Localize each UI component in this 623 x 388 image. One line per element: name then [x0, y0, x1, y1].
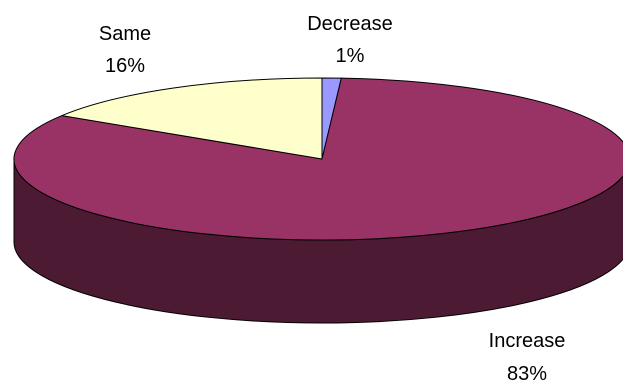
pie-slice-same: [61, 77, 323, 160]
pie-slice-increase: [13, 77, 623, 241]
slice-label-decrease-name: Decrease: [307, 13, 393, 35]
slice-label-increase: Increase 83%: [489, 330, 566, 385]
pie-label-layer: Decrease 1% Increase 83% Same 16%: [99, 13, 565, 385]
pie-top-layer: [13, 77, 623, 241]
slice-label-increase-percent: 83%: [507, 363, 547, 385]
slice-label-same-percent: 16%: [105, 55, 145, 77]
slice-label-decrease-percent: 1%: [336, 45, 365, 67]
slice-label-decrease: Decrease 1%: [307, 13, 393, 67]
slice-label-increase-name: Increase: [489, 330, 566, 352]
slice-label-same: Same 16%: [99, 23, 151, 77]
slice-label-same-name: Same: [99, 23, 151, 45]
